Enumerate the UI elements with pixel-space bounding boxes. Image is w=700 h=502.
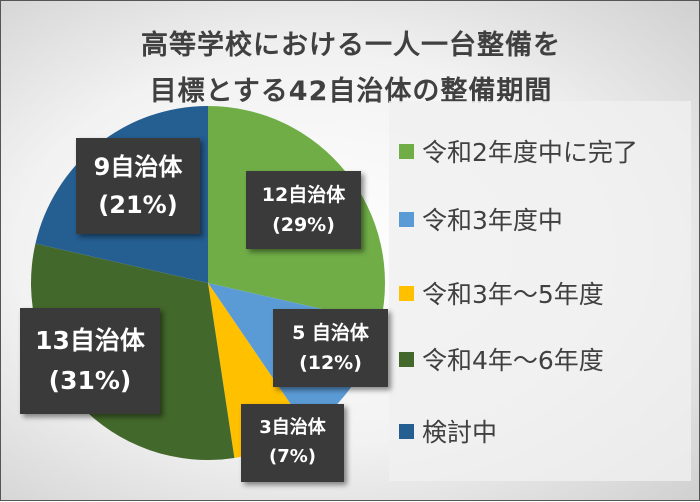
data-label-count: 12自治体 bbox=[261, 183, 346, 206]
legend-swatch bbox=[399, 423, 414, 439]
data-label-percent: (7%) bbox=[268, 446, 316, 467]
data-label-12: 12自治体 (29%) bbox=[246, 171, 361, 249]
legend-swatch bbox=[399, 351, 414, 367]
data-label-count: 3自治体 bbox=[259, 417, 326, 439]
legend-item: 検討中 bbox=[399, 413, 497, 449]
legend-label: 検討中 bbox=[422, 418, 498, 447]
legend-label: 令和4年〜6年度 bbox=[422, 346, 604, 375]
legend-label: 令和2年度中に完了 bbox=[422, 138, 638, 167]
legend-item: 令和4年〜6年度 bbox=[399, 341, 604, 377]
legend-swatch bbox=[399, 211, 414, 227]
data-label-percent: (31%) bbox=[48, 366, 132, 395]
legend-item: 令和2年度中に完了 bbox=[399, 133, 638, 169]
legend-item: 令和3年度中 bbox=[399, 201, 563, 237]
data-label-3: 3自治体 (7%) bbox=[241, 404, 344, 482]
data-label-percent: (29%) bbox=[272, 214, 335, 236]
data-label-5: 5 自治体 (12%) bbox=[273, 309, 388, 387]
legend-swatch bbox=[399, 143, 414, 159]
legend-label: 令和3年度中 bbox=[422, 206, 563, 235]
legend-swatch bbox=[399, 285, 414, 301]
data-label-13: 13自治体 (31%) bbox=[20, 308, 160, 414]
data-label-9: 9自治体 (21%) bbox=[76, 138, 200, 234]
legend-label: 令和3年〜5年度 bbox=[422, 280, 604, 309]
data-label-percent: (21%) bbox=[98, 191, 178, 219]
legend: 令和2年度中に完了 令和3年度中 令和3年〜5年度 令和4年〜6年度 検討中 bbox=[389, 101, 691, 481]
data-label-count: 5 自治体 bbox=[292, 321, 369, 344]
data-label-percent: (12%) bbox=[299, 352, 362, 374]
data-label-count: 13自治体 bbox=[35, 326, 145, 355]
legend-item: 令和3年〜5年度 bbox=[399, 275, 604, 311]
chart-title-line-1: 高等学校における一人一台整備を bbox=[141, 30, 561, 61]
data-label-count: 9自治体 bbox=[93, 152, 183, 181]
